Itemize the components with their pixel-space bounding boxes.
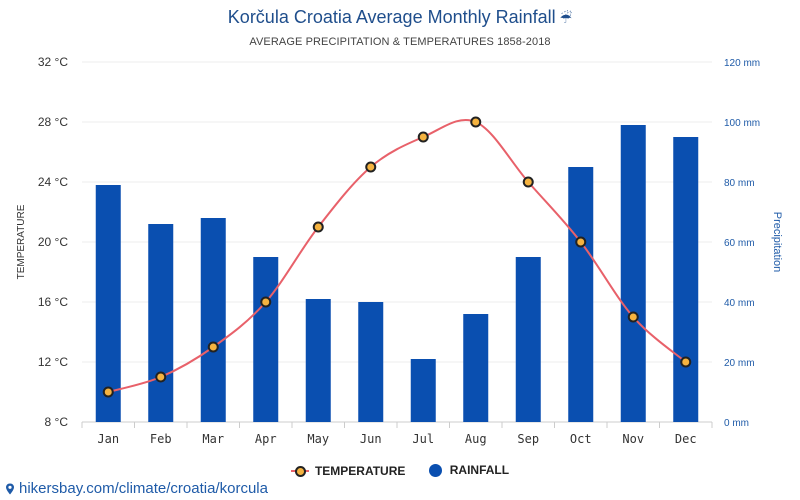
source-link[interactable]: hikersbay.com/climate/croatia/korcula xyxy=(4,480,268,497)
temperature-line-path xyxy=(107,119,687,393)
right-tick-label: 120 mm xyxy=(724,58,760,69)
temperature-marker xyxy=(102,386,114,398)
x-tick-label: Jun xyxy=(360,432,382,446)
legend-item-temperature[interactable]: TEMPERATURE xyxy=(290,463,406,478)
temperature-marker xyxy=(155,371,167,383)
rainfall-bar xyxy=(305,299,331,422)
chart-title-text: Korčula Croatia Average Monthly Rainfall xyxy=(227,7,556,27)
temperature-marker xyxy=(312,221,324,233)
x-tick-label: Dec xyxy=(675,432,697,446)
right-tick-label: 40 mm xyxy=(724,298,755,309)
rainfall-bar xyxy=(358,302,384,422)
legend-item-rainfall[interactable]: RAINFALL xyxy=(428,463,510,477)
right-tick-label: 60 mm xyxy=(724,238,755,249)
x-tick-label: Oct xyxy=(570,432,592,446)
x-axis-ticks: Jan Feb Mar Apr May Jun Jul Aug Sep Oct Nov Dec xyxy=(97,432,696,446)
grid-lines xyxy=(81,61,713,428)
left-tick-label: 16 °C xyxy=(38,295,68,309)
temperature-marker xyxy=(680,356,692,368)
rainfall-bar xyxy=(463,314,489,422)
right-tick-label: 100 mm xyxy=(724,118,760,129)
x-tick-label: Jul xyxy=(412,432,434,446)
temperature-markers xyxy=(102,116,692,398)
source-link-text[interactable]: hikersbay.com/climate/croatia/korcula xyxy=(19,480,268,497)
temperature-line xyxy=(107,119,687,393)
right-tick-label: 0 mm xyxy=(724,418,749,429)
right-axis-title: Precipitation xyxy=(771,212,783,273)
left-tick-label: 8 °C xyxy=(45,415,69,429)
temperature-marker xyxy=(365,161,377,173)
left-axis-ticks: 8 °C 12 °C 16 °C 20 °C 24 °C 28 °C 32 °C xyxy=(38,55,68,429)
left-tick-label: 24 °C xyxy=(38,175,68,189)
legend-temperature-label: TEMPERATURE xyxy=(314,463,406,478)
rainfall-bar xyxy=(568,167,594,422)
right-tick-label: 20 mm xyxy=(724,358,755,369)
x-tick-label: Nov xyxy=(622,432,644,446)
temperature-marker xyxy=(470,116,482,128)
rainfall-bar xyxy=(253,257,279,422)
right-axis-ticks: 0 mm 20 mm 40 mm 60 mm 80 mm 100 mm 120 mm xyxy=(724,58,760,429)
map-pin-icon xyxy=(6,483,14,494)
temperature-marker xyxy=(575,236,587,248)
chart-title: Korčula Croatia Average Monthly Rainfall… xyxy=(0,7,800,28)
rainfall-bar xyxy=(620,125,646,422)
umbrella-rain-icon: ☔ xyxy=(559,10,573,26)
x-tick-label: Feb xyxy=(150,432,172,446)
rainfall-bar xyxy=(673,137,699,422)
x-tick-label: Apr xyxy=(255,432,277,446)
legend-temperature-swatch xyxy=(290,465,309,477)
left-tick-label: 20 °C xyxy=(38,235,68,249)
legend-rainfall-label: RAINFALL xyxy=(449,463,510,477)
x-tick-label: May xyxy=(307,432,329,446)
temperature-marker xyxy=(207,341,219,353)
rainfall-bar xyxy=(410,359,436,422)
chart-subtitle: AVERAGE PRECIPITATION & TEMPERATURES 185… xyxy=(249,36,551,48)
left-tick-label: 28 °C xyxy=(38,115,68,129)
temperature-marker xyxy=(627,311,639,323)
left-tick-label: 12 °C xyxy=(38,355,68,369)
legend-rainfall-swatch xyxy=(428,463,442,477)
rainfall-bar xyxy=(515,257,541,422)
rainfall-bar xyxy=(148,224,174,422)
rainfall-bar xyxy=(95,185,121,422)
right-tick-label: 80 mm xyxy=(724,178,755,189)
x-tick-label: Sep xyxy=(517,432,539,446)
left-axis-title: TEMPERATURE xyxy=(16,204,27,279)
chart-legend: TEMPERATURE RAINFALL xyxy=(0,463,800,480)
temperature-marker xyxy=(417,131,429,143)
x-tick-label: Jan xyxy=(97,432,119,446)
rainfall-bar xyxy=(200,218,226,422)
x-tick-label: Aug xyxy=(465,432,487,446)
left-tick-label: 32 °C xyxy=(38,55,68,69)
rainfall-bars xyxy=(95,125,699,422)
temperature-marker xyxy=(260,296,272,308)
temperature-marker xyxy=(522,176,534,188)
x-tick-label: Mar xyxy=(202,432,224,446)
